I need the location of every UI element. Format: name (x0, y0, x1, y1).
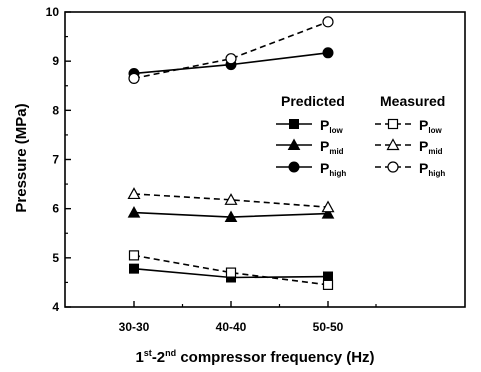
y-tick-label: 7 (52, 153, 59, 167)
legend-marker (386, 138, 400, 151)
y-axis-title: Pressure (MPa) (13, 103, 30, 212)
legend-marker (387, 161, 399, 173)
data-point-predicted-mid (224, 210, 238, 223)
data-point-measured-mid (321, 200, 335, 213)
legend-label-sub: low (428, 126, 442, 135)
legend-marker (387, 118, 399, 130)
plot-frame (64, 11, 466, 308)
legend-label: Pmid (320, 138, 344, 156)
data-point-measured-low (225, 267, 237, 278)
data-point-measured-low (322, 279, 334, 290)
series-line-measured-high (133, 21, 329, 80)
data-point-measured-mid (127, 187, 141, 200)
legend-label-sub: mid (329, 147, 343, 156)
legend-label-sub: mid (428, 147, 442, 156)
data-point-measured-low (128, 250, 140, 261)
legend-label-main: P (419, 160, 428, 176)
legend-marker (287, 138, 301, 150)
legend-label-main: P (320, 138, 329, 154)
plot-area: 4 5 6 7 8 9 10 30-30 40-40 50-50 (46, 5, 466, 334)
y-tick-label: 6 (52, 202, 59, 216)
y-tick-label: 8 (52, 103, 59, 117)
x-axis-title: 1st-2nd compressor frequency (Hz) (135, 348, 374, 366)
data-point-measured-high (322, 16, 334, 28)
legend-heading-predicted: Predicted (281, 93, 345, 109)
data-point-predicted-low (323, 271, 333, 282)
data-point-predicted-low (129, 263, 139, 274)
legend-label: Phigh (320, 160, 346, 178)
legend: Predicted MeasuredPlowPmidPhighPlowPmidPh… (276, 93, 445, 178)
legend-label-sub: low (329, 126, 343, 135)
data-point-measured-mid (224, 193, 238, 205)
y-tick-label: 10 (46, 5, 60, 19)
legend-label: Phigh (419, 160, 445, 178)
series-line-measured-mid (133, 193, 329, 208)
data-point-predicted-high (322, 47, 334, 59)
x-tick-label: 30-30 (119, 320, 150, 334)
series-line-measured-low (133, 254, 329, 286)
legend-label-main: P (320, 160, 329, 176)
data-point-predicted-mid (127, 206, 141, 218)
legend-marker (289, 119, 299, 129)
legend-label: Plow (320, 117, 343, 135)
legend-label: Pmid (419, 138, 443, 156)
legend-label-main: P (419, 117, 428, 133)
legend-heading-measured: Measured (380, 93, 445, 109)
y-tick-label: 5 (52, 251, 59, 265)
legend-label-main: P (320, 117, 329, 133)
legend-label: Plow (419, 117, 442, 135)
y-tick-label: 9 (52, 54, 59, 68)
legend-label-sub: high (329, 169, 346, 178)
x-tick-label: 50-50 (313, 320, 344, 334)
data-point-predicted-mid (321, 207, 335, 219)
x-tick-label: 40-40 (216, 320, 247, 334)
data-point-measured-high (225, 53, 237, 65)
legend-label-sub: high (428, 169, 445, 178)
data-point-measured-high (128, 72, 140, 84)
legend-marker (288, 161, 300, 173)
y-tick-label: 4 (52, 300, 59, 314)
legend-label-main: P (419, 138, 428, 154)
